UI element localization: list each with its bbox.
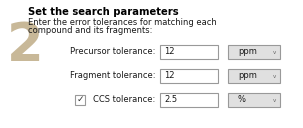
Text: 12: 12 <box>164 47 175 56</box>
Text: Precursor tolerance:: Precursor tolerance: <box>70 47 155 56</box>
Text: ppm: ppm <box>238 72 257 81</box>
Text: compound and its fragments:: compound and its fragments: <box>28 26 152 35</box>
Bar <box>228 69 280 83</box>
Text: 2.5: 2.5 <box>164 95 177 104</box>
Text: v: v <box>272 99 276 104</box>
Bar <box>75 95 85 105</box>
Text: v: v <box>272 51 276 56</box>
Bar <box>228 93 280 107</box>
Text: ppm: ppm <box>238 47 257 56</box>
Bar <box>228 45 280 59</box>
Text: Fragment tolerance:: Fragment tolerance: <box>69 72 155 81</box>
Text: 2: 2 <box>7 20 44 72</box>
Text: Enter the error tolerances for matching each: Enter the error tolerances for matching … <box>28 18 217 27</box>
Bar <box>160 69 218 83</box>
Text: Set the search parameters: Set the search parameters <box>28 7 179 17</box>
Text: %: % <box>238 95 246 104</box>
Text: 12: 12 <box>164 72 175 81</box>
Bar <box>160 93 218 107</box>
Text: ✓: ✓ <box>76 95 84 104</box>
Text: CCS tolerance:: CCS tolerance: <box>93 95 155 104</box>
Text: v: v <box>272 74 276 79</box>
Bar <box>160 45 218 59</box>
